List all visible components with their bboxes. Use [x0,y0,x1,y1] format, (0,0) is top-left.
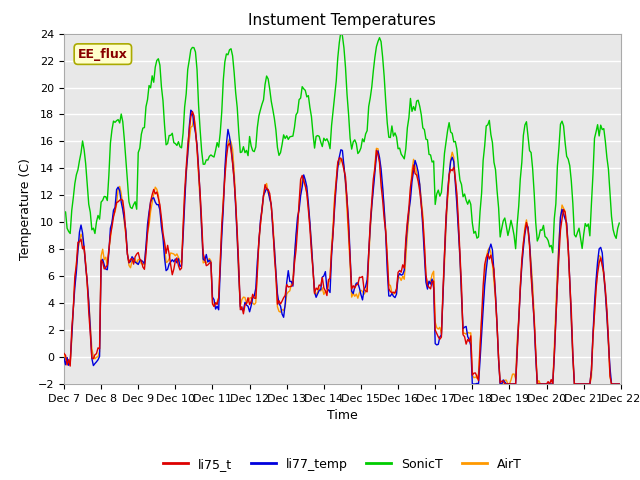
Y-axis label: Temperature (C): Temperature (C) [19,158,32,260]
Title: Instument Temperatures: Instument Temperatures [248,13,436,28]
Legend: li75_t, li77_temp, SonicT, AirT: li75_t, li77_temp, SonicT, AirT [158,453,527,476]
X-axis label: Time: Time [327,409,358,422]
Text: EE_flux: EE_flux [78,48,128,60]
